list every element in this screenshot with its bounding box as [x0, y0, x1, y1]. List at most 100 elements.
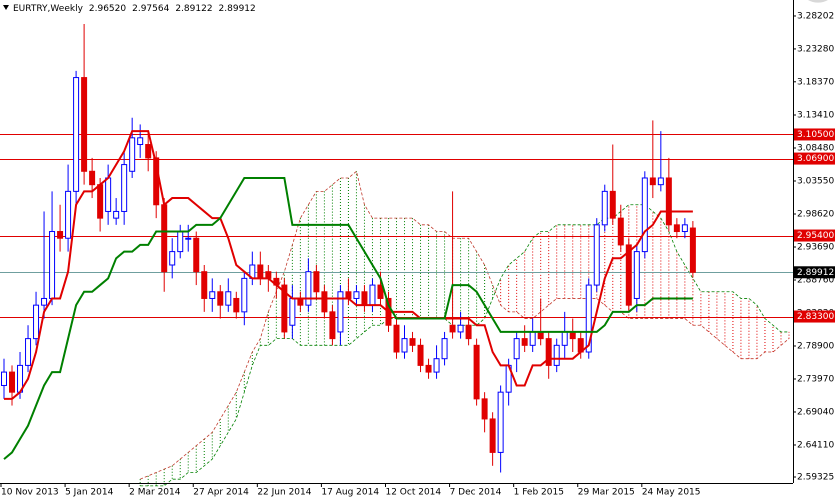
level-label-box [794, 310, 835, 323]
candle-body [681, 224, 688, 233]
candle-body [489, 418, 496, 453]
candle-body [433, 358, 440, 373]
candle-body [417, 344, 424, 366]
candle-body [529, 331, 536, 346]
level-label-box [794, 229, 835, 242]
candle-body [561, 331, 568, 346]
x-tick-label: 7 Dec 2014 [450, 488, 502, 498]
candle-body [369, 284, 376, 306]
candle-body [497, 391, 504, 453]
candle-body [457, 324, 464, 333]
y-tick-label: 2.88760 [797, 275, 834, 285]
indicator-line [3, 176, 693, 460]
level-label: 3.10500 [797, 130, 834, 140]
chart-header: EURTRY,Weekly 2.96520 2.97564 2.89122 2.8991… [13, 4, 256, 14]
candle-body [201, 271, 208, 299]
x-tick-label: 2 Mar 2014 [129, 488, 181, 498]
level-label-box [794, 152, 835, 165]
candle-body [129, 137, 136, 172]
candle-body [593, 224, 600, 286]
header-value: 2.89122 [175, 4, 212, 14]
candle-body [105, 177, 112, 212]
header-values: 2.96520 2.97564 2.89122 2.89912 [89, 4, 256, 14]
candle-body [241, 277, 248, 313]
corner-shape [808, 0, 828, 3]
y-tick-label: 3.13410 [797, 110, 834, 120]
x-tick-label: 10 Nov 2013 [1, 488, 59, 498]
candle-body [633, 251, 640, 299]
candle-body [345, 291, 352, 299]
candle-body [289, 297, 296, 326]
header-value: 2.96520 [89, 4, 126, 14]
level-label: 3.06900 [797, 154, 834, 164]
candle-body [441, 338, 448, 360]
candle-body [409, 338, 416, 346]
candle-body [657, 177, 664, 186]
candle-body [449, 324, 456, 333]
plot-area [0, 24, 793, 487]
candle-body [609, 190, 616, 219]
candle-body [209, 291, 216, 299]
y-tick-label: 2.69040 [797, 407, 834, 417]
candle-body [585, 284, 592, 353]
candle-body [305, 271, 312, 306]
y-tick-label: 2.73970 [797, 374, 834, 384]
candle-body [537, 331, 544, 340]
x-tick-label: 12 Oct 2014 [385, 488, 441, 498]
y-tick-label: 2.93690 [797, 242, 834, 252]
candle-body [569, 331, 576, 340]
candle-body [425, 364, 432, 373]
candle-body [337, 291, 344, 333]
last-price-box [794, 266, 835, 279]
senkou-span-a [140, 170, 790, 480]
candle-body [169, 251, 176, 266]
candle-body [601, 190, 608, 226]
x-tick-label: 1 Feb 2015 [514, 488, 564, 498]
candle-body [65, 190, 72, 239]
candle-body [377, 284, 384, 299]
x-tick-label: 22 Jun 2014 [257, 488, 311, 498]
y-tick-label: 3.28202 [797, 11, 834, 21]
x-tick-label: 17 Aug 2014 [321, 488, 379, 498]
candle-body [161, 204, 168, 273]
indicator-line [4, 130, 693, 400]
candle-body [233, 297, 240, 313]
candle-body [257, 264, 264, 279]
last-price-label: 2.89912 [797, 268, 834, 278]
candle-body [217, 291, 224, 306]
candle-body [465, 324, 472, 340]
candle-body [361, 291, 368, 306]
candle-body [665, 177, 672, 226]
candle-body [81, 77, 88, 172]
candle-body [193, 237, 200, 273]
candle-body [401, 338, 408, 353]
candle-body [617, 217, 624, 246]
candle-body [113, 210, 120, 219]
senkou-span-b [140, 204, 789, 487]
x-tick-label: 27 Apr 2014 [193, 488, 249, 498]
menu-triangle [3, 5, 9, 10]
candle-body [89, 170, 96, 186]
y-tick-label: 2.98620 [797, 209, 834, 219]
candle-body [265, 271, 272, 279]
candle-body [641, 177, 648, 253]
candle-body [49, 231, 56, 299]
candle-body [137, 137, 144, 146]
y-tick-label: 2.59325 [797, 473, 834, 483]
candle-body [41, 297, 48, 306]
y-tick-label: 2.78900 [797, 341, 834, 351]
candle-body [281, 284, 288, 333]
level-label: 2.95400 [797, 231, 834, 241]
candle-body [473, 344, 480, 400]
candle-body [673, 224, 680, 233]
candle-body [177, 231, 184, 253]
candle-body [33, 304, 40, 340]
candle-body [545, 338, 552, 366]
candle-body [689, 227, 696, 273]
y-tick-label: 3.18370 [797, 77, 834, 87]
candle-body [57, 231, 64, 239]
candle-body [553, 344, 560, 366]
